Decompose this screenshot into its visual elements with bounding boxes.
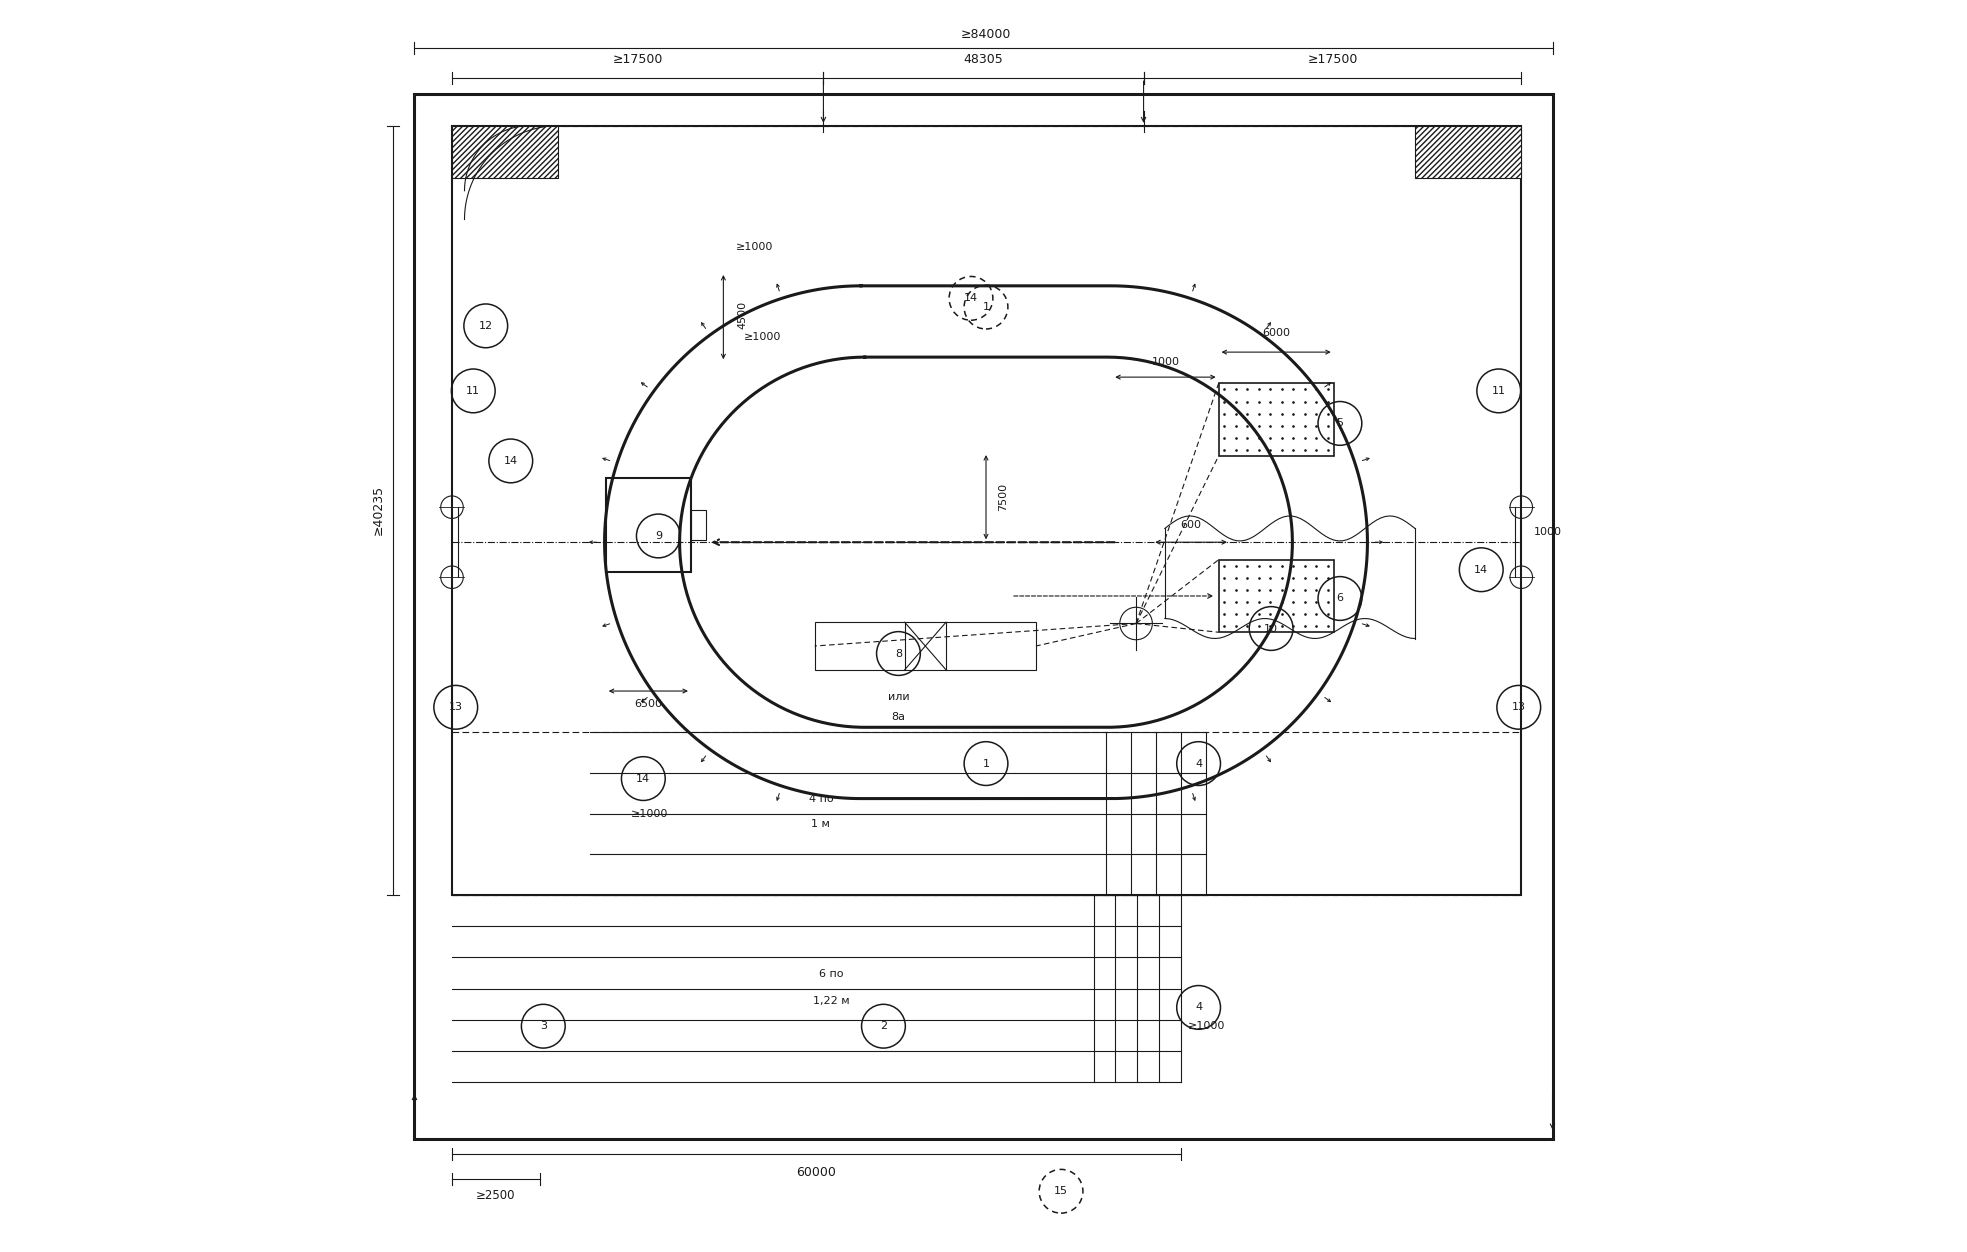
Text: 2: 2 bbox=[879, 1022, 887, 1032]
Bar bbox=[1414, 125, 1520, 178]
Text: 1,22 м: 1,22 м bbox=[812, 997, 850, 1007]
Text: 60000: 60000 bbox=[797, 1167, 836, 1179]
Text: ≥1000: ≥1000 bbox=[1188, 1022, 1225, 1032]
Text: 15: 15 bbox=[1054, 1187, 1068, 1196]
Text: 7500: 7500 bbox=[999, 483, 1009, 511]
Text: ≥1000: ≥1000 bbox=[631, 809, 669, 819]
Bar bbox=[452, 125, 1520, 895]
Text: 14: 14 bbox=[1473, 565, 1489, 575]
Text: 14: 14 bbox=[964, 293, 978, 303]
Bar bbox=[1220, 383, 1334, 456]
Text: ≥17500: ≥17500 bbox=[612, 53, 663, 65]
Text: 8: 8 bbox=[895, 649, 903, 659]
Text: 5: 5 bbox=[1336, 418, 1343, 428]
Text: 13: 13 bbox=[1513, 702, 1526, 712]
Bar bbox=[690, 511, 706, 541]
Text: 8а: 8а bbox=[891, 712, 905, 722]
Bar bbox=[946, 622, 1037, 670]
Text: 48305: 48305 bbox=[964, 53, 1003, 65]
Text: 9: 9 bbox=[655, 531, 663, 541]
Text: 13: 13 bbox=[448, 702, 462, 712]
Text: ≥40235: ≥40235 bbox=[372, 486, 386, 536]
Text: 6 по: 6 по bbox=[818, 969, 844, 979]
Bar bbox=[606, 478, 690, 572]
Text: 3: 3 bbox=[539, 1022, 547, 1032]
Text: 4: 4 bbox=[1196, 1003, 1202, 1013]
Text: 12: 12 bbox=[478, 321, 494, 331]
Text: 1 м: 1 м bbox=[812, 819, 830, 829]
Text: 1: 1 bbox=[982, 302, 989, 312]
Bar bbox=[1220, 560, 1334, 632]
Text: ≥1000: ≥1000 bbox=[736, 242, 773, 252]
Text: 11: 11 bbox=[1491, 386, 1507, 396]
Text: 10: 10 bbox=[1265, 623, 1279, 634]
Text: 1: 1 bbox=[982, 759, 989, 769]
Text: 6: 6 bbox=[1336, 593, 1343, 603]
Text: 14: 14 bbox=[635, 774, 651, 784]
Text: 4: 4 bbox=[1196, 759, 1202, 769]
Text: ≥1000: ≥1000 bbox=[744, 332, 781, 342]
Text: 14: 14 bbox=[504, 456, 517, 466]
Text: 1000: 1000 bbox=[1153, 357, 1180, 367]
Bar bbox=[415, 94, 1552, 1139]
Text: ≥2500: ≥2500 bbox=[476, 1189, 515, 1202]
Text: 6000: 6000 bbox=[1263, 328, 1290, 338]
Text: 4500: 4500 bbox=[738, 300, 747, 329]
Text: 11: 11 bbox=[466, 386, 480, 396]
Text: 1000: 1000 bbox=[1534, 527, 1562, 537]
Text: 4 по: 4 по bbox=[808, 794, 834, 804]
Text: 6500: 6500 bbox=[633, 699, 663, 709]
Bar bbox=[452, 125, 559, 178]
Text: ≥17500: ≥17500 bbox=[1308, 53, 1357, 65]
Bar bbox=[814, 622, 905, 670]
Text: ≥84000: ≥84000 bbox=[960, 28, 1011, 41]
Text: или: или bbox=[887, 692, 909, 702]
Text: 600: 600 bbox=[1180, 520, 1202, 530]
